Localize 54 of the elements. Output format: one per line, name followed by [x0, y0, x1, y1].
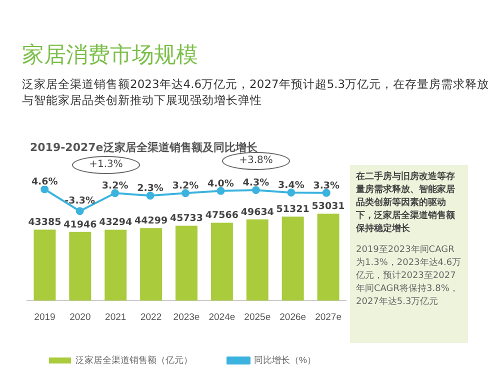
data-label: 4.0% [208, 178, 234, 190]
bar [246, 219, 268, 301]
data-label: 45733 [170, 213, 204, 224]
data-label: 3.2% [102, 180, 129, 192]
legend-label: 泛家居全渠道销售额（亿元） [76, 354, 192, 365]
point [111, 189, 120, 198]
chart-subtitle: 泛家居全渠道销售额2023年达4.6万亿元，2027年预计超5.3万亿元，在存量房需求释放与智能家居品类创新推动下展现强劲增长弹性 [22, 76, 490, 108]
point [76, 207, 84, 216]
data-label: 47566 [205, 210, 239, 222]
data-label: 4.6% [31, 176, 58, 188]
x-tick-label: 2026e [280, 312, 306, 323]
point [252, 186, 260, 194]
data-label: 4.3% [242, 178, 270, 189]
bar [69, 232, 92, 301]
data-label: -3.3% [64, 196, 96, 207]
data-label: 51321 [276, 204, 310, 216]
data-label: 3.4% [278, 180, 305, 192]
data-label: 3.2% [172, 180, 200, 192]
bar [34, 230, 56, 301]
point [216, 186, 225, 195]
text: 在二手房与旧房改造等存量房需求释放、智能家居品类创新等因素的驱动下，泛家居全渠道销售额保持稳定增长 [356, 171, 456, 236]
ellipse-outline: +3.8% [222, 152, 290, 170]
legend-label: 同比增长（%） [254, 354, 316, 365]
data-label: 43294 [99, 217, 133, 228]
bar [210, 222, 233, 301]
data-label: 2.3% [137, 183, 164, 194]
data-label: 43385 [28, 217, 62, 228]
data-label: 3.3% [313, 180, 340, 192]
data-label: 41946 [64, 219, 98, 230]
point [287, 188, 296, 197]
chart-title: 家居消费市场规模 [22, 42, 198, 70]
bar [140, 228, 162, 301]
point [40, 186, 49, 194]
bar [176, 226, 198, 301]
x-tick-label: 2027e [315, 312, 342, 323]
bar [317, 214, 340, 301]
data-label: 44299 [134, 216, 168, 227]
x-tick-label: 2025e [244, 312, 271, 323]
bar [104, 230, 127, 301]
x-tick-label: 2020 [70, 312, 91, 323]
x-tick-label: 2019 [34, 312, 56, 323]
ellipse-outline: +1.3% [72, 156, 140, 174]
x-tick-label: 2022 [140, 312, 162, 323]
point [182, 189, 190, 198]
x-tick-label: 2024e [208, 312, 236, 323]
point [146, 192, 154, 200]
point [322, 188, 330, 197]
text: 2019-2027e泛家居全渠道销售额及同比增长 [30, 140, 258, 155]
bar [282, 216, 304, 301]
data-label: 49634 [240, 206, 274, 218]
x-tick-label: 2023e [173, 312, 200, 323]
x-tick-label: 2021 [105, 312, 126, 323]
text: 2019至2023年间CAGR为1.3%，2023年达4.6万亿元，预计2023至2027年间CAGR将保持3.8%，2027年达5.3万亿元 [356, 245, 462, 307]
data-label: 53031 [312, 201, 345, 212]
